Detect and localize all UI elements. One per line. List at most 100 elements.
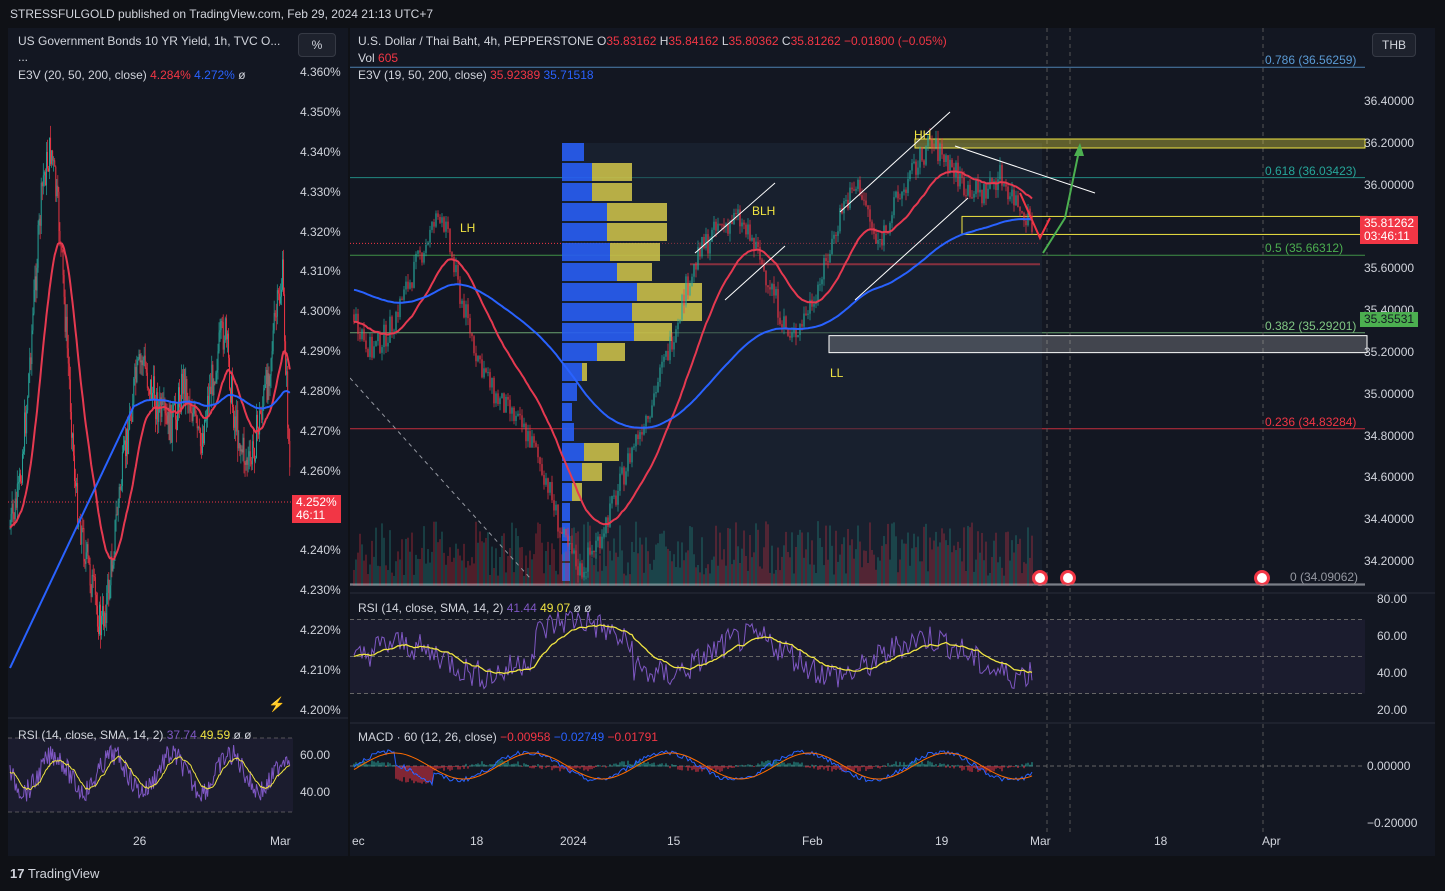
left-candle	[47, 151, 48, 169]
candle	[673, 342, 675, 350]
left-candle	[274, 312, 276, 317]
macd-histogram-bar	[937, 766, 939, 767]
volume-bar	[789, 557, 791, 586]
candle	[547, 478, 549, 493]
left-candle	[118, 487, 120, 501]
volume-bar	[469, 565, 471, 586]
candle	[773, 284, 775, 296]
macd-histogram-bar	[883, 765, 885, 767]
candle	[459, 279, 461, 304]
candle	[941, 143, 943, 155]
macd-histogram-bar	[815, 765, 817, 767]
volume-bar	[425, 563, 427, 586]
candle	[1029, 208, 1031, 217]
macd-histogram-bar	[801, 762, 803, 767]
volume-bar	[747, 570, 749, 586]
macd-histogram-bar	[999, 766, 1001, 769]
left-candle	[163, 400, 165, 402]
volume-bar	[429, 562, 431, 586]
volume-bar	[751, 557, 753, 586]
candle	[581, 563, 583, 578]
candle	[517, 413, 519, 416]
candle	[409, 282, 411, 289]
macd-histogram-bar	[929, 761, 931, 767]
candle	[377, 332, 379, 342]
macd-histogram-bar	[561, 766, 563, 769]
percent-scale-button[interactable]: %	[298, 33, 336, 57]
candle	[507, 396, 509, 400]
right-price-tick: 35.60000	[1364, 261, 1415, 276]
volume-legend[interactable]: Vol 605	[358, 51, 398, 65]
volume-bar	[713, 556, 715, 586]
macd-histogram-bar	[489, 764, 491, 767]
volume-bar	[985, 541, 987, 586]
left-price-chart[interactable]	[8, 28, 348, 856]
left-price-tick: 4.350%	[300, 105, 341, 119]
volume-bar	[795, 546, 797, 586]
candle	[419, 250, 421, 253]
candle	[533, 436, 535, 443]
left-indicator-legend[interactable]: E3V (20, 50, 200, close) 4.284% 4.272% ø	[18, 68, 246, 82]
left-price-tick: 4.240%	[300, 543, 341, 557]
volume-bar	[365, 554, 367, 586]
right-indicator-legend[interactable]: E3V (19, 50, 200, close) 35.92389 35.715…	[358, 68, 594, 82]
left-candle	[9, 527, 11, 529]
left-chart-panel[interactable]: US Government Bonds 10 YR Yield, 1h, TVC…	[8, 28, 348, 856]
candle	[619, 473, 621, 491]
volume-bar	[587, 521, 589, 586]
right-rsi-value: 41.44	[506, 601, 537, 615]
volume-bar	[615, 552, 617, 586]
macd-legend[interactable]: MACD · 60 (12, 26, close) −0.00958 −0.02…	[358, 730, 658, 744]
candle	[523, 423, 525, 428]
left-candle	[210, 386, 212, 395]
candle	[623, 467, 625, 485]
candle	[711, 229, 713, 242]
footer-brand[interactable]: 17 TradingView	[10, 866, 99, 881]
volume-bar	[939, 542, 941, 586]
volume-bar	[699, 572, 701, 586]
macd-histogram-bar	[1023, 766, 1025, 769]
right-price-chart[interactable]	[350, 28, 1435, 856]
left-candle	[64, 296, 66, 332]
volume-bar	[595, 553, 597, 586]
left-candle	[112, 565, 114, 571]
candle	[775, 289, 777, 296]
candle	[997, 179, 999, 191]
candle	[979, 189, 981, 193]
candle	[611, 496, 613, 504]
left-candle	[131, 416, 133, 422]
macd-histogram-bar	[1025, 763, 1027, 767]
currency-button[interactable]: THB	[1372, 33, 1416, 57]
left-price-tick: 4.330%	[300, 185, 341, 199]
right-price-tick: 34.20000	[1364, 554, 1415, 568]
left-candle	[24, 412, 26, 452]
ll-annotation: LL	[830, 366, 844, 380]
macd-histogram-bar	[387, 762, 389, 767]
left-candle	[237, 409, 239, 449]
macd-histogram-bar	[671, 764, 673, 767]
volume-bar	[803, 557, 805, 586]
right-chart-panel[interactable]: U.S. Dollar / Thai Baht, 4h, PEPPERSTONE…	[350, 28, 1435, 856]
left-candle	[142, 360, 144, 366]
macd-histogram-bar	[649, 763, 651, 767]
candle	[491, 377, 493, 388]
lightning-icon[interactable]: ⚡	[268, 696, 286, 712]
channel-line	[839, 111, 951, 213]
macd-histogram-bar	[581, 766, 583, 768]
volume-bar	[537, 522, 539, 586]
right-rsi-legend[interactable]: RSI (14, close, SMA, 14, 2) 41.44 49.07 …	[358, 601, 591, 615]
candle	[475, 353, 477, 362]
volume-bar	[783, 545, 785, 586]
volume-bar	[867, 563, 869, 586]
left-rsi-legend[interactable]: RSI (14, close, SMA, 14, 2) 37.74 49.59 …	[18, 728, 251, 742]
candle	[769, 287, 771, 290]
left-candle	[219, 330, 221, 333]
candle	[827, 261, 829, 263]
candle	[975, 180, 977, 194]
right-ohlc-legend[interactable]: U.S. Dollar / Thai Baht, 4h, PEPPERSTONE…	[358, 34, 947, 48]
macd-histogram-bar	[395, 766, 397, 779]
open-label: O	[597, 34, 607, 48]
candle	[693, 264, 695, 277]
macd-histogram-bar	[563, 766, 565, 770]
left-price-tick: 4.260%	[300, 464, 341, 478]
